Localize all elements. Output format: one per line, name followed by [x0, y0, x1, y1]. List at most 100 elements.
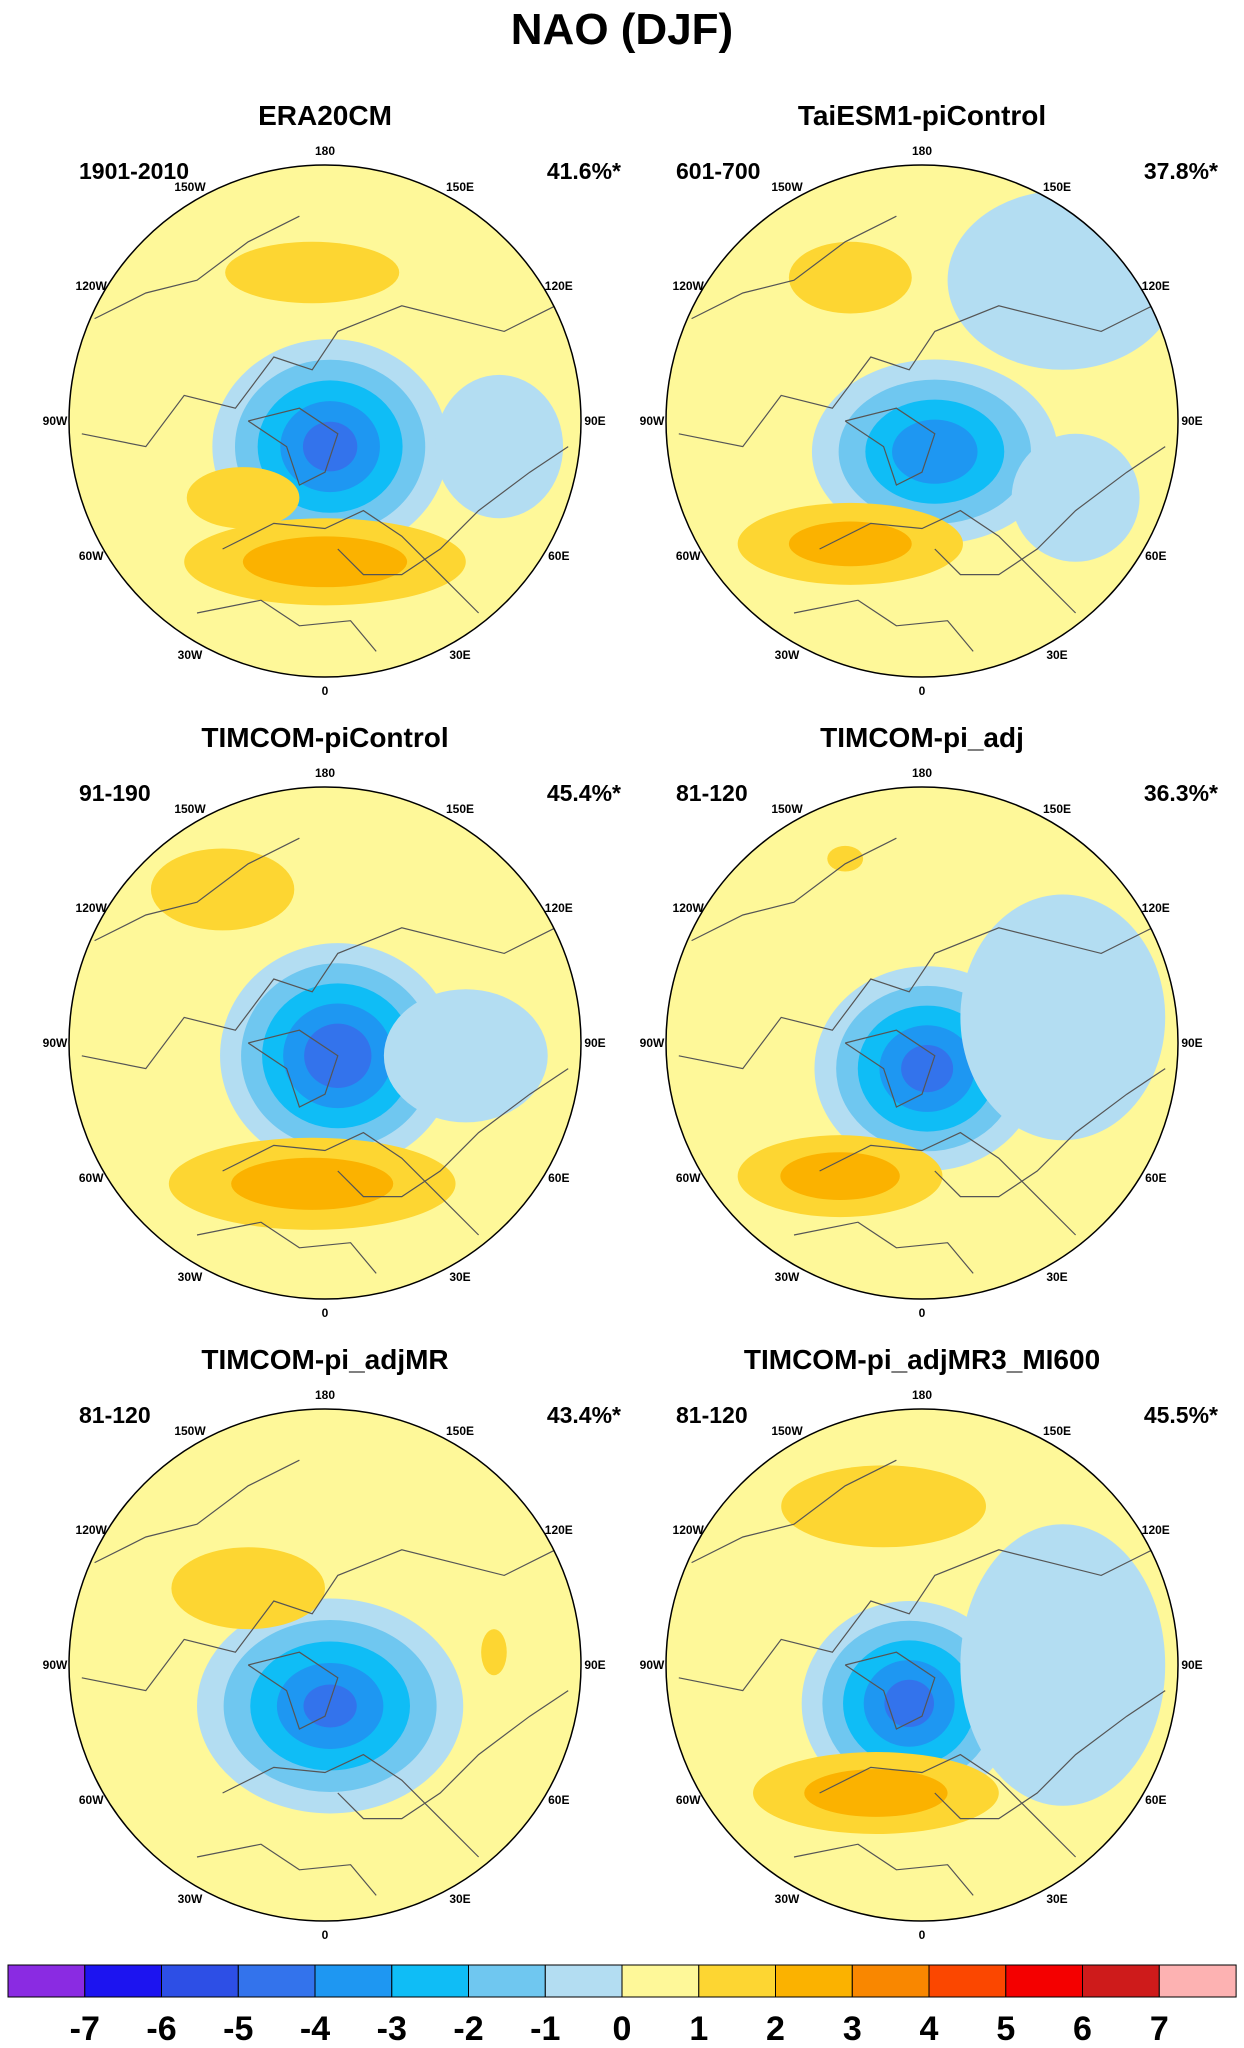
panel-variance: 43.4%*	[547, 1402, 621, 1428]
map-border	[68, 786, 582, 1300]
positive-anomaly-1	[168, 1137, 456, 1230]
longitude-label-0: 0	[322, 684, 329, 698]
longitude-label-150w: 150W	[771, 802, 803, 816]
longitude-label-150w: 150W	[771, 180, 803, 194]
longitude-label-180: 180	[315, 144, 335, 158]
panel-period: 91-190	[79, 780, 151, 806]
colorbar-swatch	[7, 1964, 86, 1998]
colorbar-swatch	[1082, 1964, 1160, 1998]
longitude-label-30w: 30W	[178, 1892, 203, 1906]
longitude-label-150w: 150W	[174, 802, 206, 816]
positive-anomaly-2	[781, 1465, 986, 1548]
colorbar-swatch	[391, 1964, 470, 1998]
longitude-label-60w: 60W	[79, 549, 104, 563]
longitude-label-120w: 120W	[673, 279, 705, 293]
longitude-label-120w: 120W	[76, 279, 108, 293]
longitude-label-150w: 150W	[174, 1424, 206, 1438]
longitude-label-60w: 60W	[676, 549, 701, 563]
longitude-label-120w: 120W	[76, 901, 108, 915]
longitude-label-150w: 150W	[174, 180, 206, 194]
panel-title: TaiESM1-piControl	[798, 100, 1046, 131]
panel-title: TIMCOM-pi_adj	[820, 722, 1024, 753]
panel-variance: 37.8%*	[1144, 158, 1218, 184]
longitude-label-90w: 90W	[640, 1658, 665, 1672]
longitude-label-30w: 30W	[178, 648, 203, 662]
negative-anomaly-3	[960, 1524, 1166, 1806]
negative-anomaly-0	[197, 1598, 464, 1814]
panel-title: TIMCOM-pi_adjMR	[201, 1344, 448, 1375]
coastlines	[678, 215, 1166, 652]
longitude-label-180: 180	[315, 1388, 335, 1402]
longitude-label-30w: 30W	[775, 648, 800, 662]
longitude-label-0: 0	[322, 1306, 329, 1320]
map-border	[665, 786, 1179, 1300]
longitude-label-120e: 120E	[545, 279, 573, 293]
longitude-label-90e: 90E	[1181, 414, 1202, 428]
longitude-label-150e: 150E	[446, 802, 474, 816]
map-border	[665, 1408, 1179, 1922]
colorbar: -7 -6 -5 -4 -3 -2 -1 0 1 2 3 4 5 6 7	[7, 1964, 1237, 2048]
longitude-label-150e: 150E	[446, 1424, 474, 1438]
contour-field	[737, 190, 1178, 585]
longitude-label-150e: 150E	[1043, 180, 1071, 194]
longitude-label-30e: 30E	[1046, 1892, 1067, 1906]
longitude-label-180: 180	[315, 766, 335, 780]
longitude-label-30w: 30W	[775, 1892, 800, 1906]
colorbar-tick-label: -2	[453, 2010, 483, 2048]
positive-anomaly-3	[225, 241, 400, 304]
panel-period: 1901-2010	[79, 158, 189, 184]
map-panel-timcom-picontrol: 180 150E 120E 90E 60E 30E 0 30W 60W 90W 120W 150W TI…	[43, 722, 621, 1320]
panel-title: TIMCOM-pi_adjMR3_MI600	[744, 1344, 1100, 1375]
panel-period: 81-120	[676, 1402, 748, 1428]
longitude-label-60e: 60E	[1145, 1793, 1166, 1807]
colorbar-tick-label: -5	[223, 2010, 253, 2048]
negative-anomaly-4	[435, 374, 564, 519]
colorbar-swatch	[1158, 1964, 1237, 1998]
longitude-label-120w: 120W	[673, 901, 705, 915]
figure-title: NAO (DJF)	[511, 5, 733, 54]
longitude-label-30e: 30E	[449, 1270, 470, 1284]
longitude-label-90e: 90E	[584, 1658, 605, 1672]
longitude-label-60e: 60E	[548, 549, 569, 563]
longitude-label-180: 180	[912, 144, 932, 158]
longitude-label-90e: 90E	[584, 414, 605, 428]
panel-variance: 45.4%*	[547, 780, 621, 806]
longitude-label-90e: 90E	[1181, 1658, 1202, 1672]
colorbar-swatch	[851, 1964, 930, 1998]
positive-anomaly-1	[184, 518, 466, 606]
longitude-label-60w: 60W	[676, 1793, 701, 1807]
map-border	[665, 164, 1179, 678]
colorbar-tick-label: 4	[920, 2010, 939, 2048]
colorbar-swatch	[698, 1964, 777, 1998]
colorbar-tick-label: -3	[377, 2010, 407, 2048]
coastlines	[81, 837, 569, 1274]
colorbar-tick-label: -4	[300, 2010, 330, 2048]
longitude-label-120e: 120E	[545, 901, 573, 915]
contour-field	[150, 848, 548, 1230]
longitude-label-60w: 60W	[79, 1171, 104, 1185]
longitude-label-60w: 60W	[79, 1793, 104, 1807]
colorbar-tick-label: 6	[1073, 2010, 1092, 2048]
coastlines	[81, 1459, 569, 1896]
colorbar-swatch	[544, 1964, 623, 1998]
colorbar-tick-label: -6	[146, 2010, 176, 2048]
longitude-label-30e: 30E	[1046, 648, 1067, 662]
map-panel-timcom-pi-adj: 180 150E 120E 90E 60E 30E 0 30W 60W 90W 120W 150W TI…	[640, 722, 1218, 1320]
longitude-label-120w: 120W	[673, 1523, 705, 1537]
contour-field	[753, 1465, 1166, 1834]
longitude-label-30w: 30W	[775, 1270, 800, 1284]
panel-period: 81-120	[79, 1402, 151, 1428]
negative-anomaly-4	[1011, 433, 1140, 562]
colorbar-tick-label: 7	[1150, 2010, 1169, 2048]
longitude-label-30w: 30W	[178, 1270, 203, 1284]
longitude-label-0: 0	[919, 1928, 926, 1942]
panel-period: 601-700	[676, 158, 760, 184]
longitude-label-90w: 90W	[43, 1658, 68, 1672]
longitude-label-60w: 60W	[676, 1171, 701, 1185]
positive-anomaly-1	[737, 1135, 943, 1218]
longitude-label-90w: 90W	[640, 1036, 665, 1050]
longitude-label-60e: 60E	[548, 1793, 569, 1807]
colorbar-swatch	[84, 1964, 163, 1998]
coastlines	[678, 1459, 1166, 1896]
